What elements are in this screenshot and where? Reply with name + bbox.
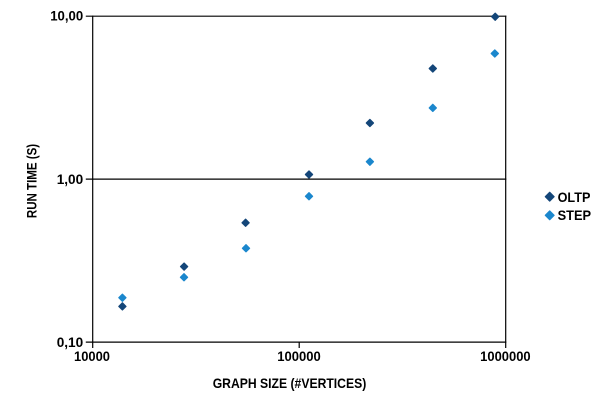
svg-text:1,00: 1,00: [57, 171, 84, 187]
svg-text:STEP: STEP: [558, 207, 592, 223]
svg-text:RUN TIME (S): RUN TIME (S): [24, 144, 40, 218]
svg-text:100000: 100000: [277, 348, 321, 364]
svg-text:GRAPH SIZE (#VERTICES): GRAPH SIZE (#VERTICES): [213, 375, 367, 391]
svg-text:10000: 10000: [74, 348, 110, 364]
svg-text:OLTP: OLTP: [558, 189, 591, 205]
svg-text:0,10: 0,10: [57, 334, 84, 350]
svg-text:1000000: 1000000: [480, 348, 531, 364]
svg-text:10,00: 10,00: [50, 8, 83, 24]
